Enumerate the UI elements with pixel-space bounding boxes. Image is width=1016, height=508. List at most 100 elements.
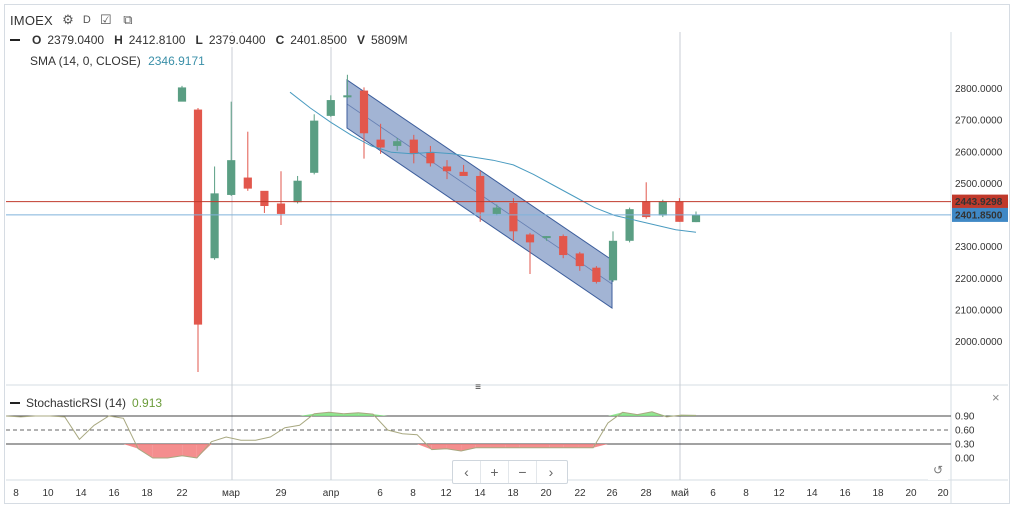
- time-axis-label: 8: [410, 488, 416, 499]
- price-axis-label: 2800.0000: [955, 84, 1003, 95]
- last-price-badge: [952, 207, 1008, 222]
- candle: [260, 190, 269, 213]
- stoch-oversold-fill: [461, 444, 476, 451]
- time-axis-label: 16: [108, 488, 120, 499]
- stoch-overbought-fill: [299, 413, 315, 416]
- candle-body: [476, 175, 485, 213]
- time-axis-label: 18: [507, 488, 519, 499]
- candle-body: [310, 120, 319, 173]
- upper-price-badge-text: 2443.9298: [955, 197, 1003, 208]
- candle-body: [691, 214, 701, 223]
- copy-icon[interactable]: ⧉: [123, 12, 133, 27]
- reset-chart-button[interactable]: ↺: [928, 460, 948, 480]
- stoch-legend[interactable]: StochasticRSI (14) 0.913: [10, 396, 162, 410]
- candle: [459, 164, 468, 176]
- open-value: 2379.0400: [47, 33, 105, 47]
- zoom-out-button[interactable]: −: [509, 461, 537, 483]
- zoom-in-button[interactable]: +: [481, 461, 509, 483]
- candle-body: [542, 236, 551, 239]
- stoch-axis-label: 0.30: [955, 440, 975, 451]
- stoch-oversold-fill: [578, 444, 594, 448]
- candle: [625, 207, 634, 243]
- candle: [691, 211, 701, 223]
- candle-body: [509, 202, 518, 232]
- collapse-icon[interactable]: [10, 39, 20, 41]
- last-price-badge-text: 2401.8500: [955, 210, 1003, 221]
- candle: [575, 251, 584, 271]
- candle: [326, 95, 335, 117]
- candle: [592, 266, 601, 284]
- sma-value: 2346.9171: [148, 54, 205, 68]
- collapse-icon[interactable]: [10, 402, 20, 404]
- timeframe-button[interactable]: D: [82, 14, 91, 26]
- time-axis-label: 29: [275, 488, 287, 499]
- candle-body: [326, 100, 335, 116]
- gear-icon[interactable]: ⚙: [62, 12, 74, 27]
- sma-legend[interactable]: SMA (14, 0, CLOSE) 2346.9171: [30, 54, 205, 68]
- chart-border: [4, 4, 1010, 504]
- candle-body: [592, 267, 601, 282]
- stoch-axis-label: 0.60: [955, 426, 975, 437]
- low-label: L: [195, 33, 203, 47]
- low-value: 2379.0400: [208, 33, 266, 47]
- candle-body: [459, 171, 468, 176]
- candle: [509, 198, 518, 241]
- scroll-left-button[interactable]: ‹: [453, 461, 481, 483]
- scroll-right-button[interactable]: ›: [548, 464, 554, 480]
- candle: [559, 234, 568, 259]
- price-axis-label: 2100.0000: [955, 305, 1003, 316]
- candle-body: [243, 177, 252, 189]
- candle: [393, 138, 402, 151]
- stoch-oversold-fill: [182, 444, 197, 458]
- candle: [525, 232, 535, 275]
- price-axis-label: 2000.0000: [955, 337, 1003, 348]
- symbol-label[interactable]: IMOEX: [10, 12, 53, 28]
- candle-body: [442, 166, 452, 172]
- candle: [476, 171, 485, 222]
- stoch-oversold-fill: [123, 444, 139, 449]
- time-axis-label: 14: [474, 488, 486, 499]
- candle-body: [393, 141, 402, 146]
- candle-body: [293, 180, 302, 203]
- candle: [293, 175, 302, 204]
- high-value: 2412.8100: [128, 33, 186, 47]
- price-axis-label: 2300.0000: [955, 242, 1003, 253]
- candle-body: [276, 203, 286, 214]
- stoch-oversold-fill: [593, 444, 608, 448]
- time-axis-label: 18: [872, 488, 884, 499]
- candle-body: [260, 190, 269, 207]
- time-axis-label: май: [671, 488, 689, 499]
- candle: [542, 236, 551, 241]
- time-axis-label: 22: [574, 488, 586, 499]
- stoch-axis-label: 0.00: [955, 454, 975, 465]
- time-axis-label: 20: [937, 488, 949, 499]
- price-axis-label: 2200.0000: [955, 274, 1003, 285]
- stoch-oversold-fill: [534, 444, 550, 448]
- stoch-oversold-fill: [505, 444, 520, 448]
- stoch-oversold-fill: [431, 444, 447, 450]
- price-axis-label: 2700.0000: [955, 116, 1003, 127]
- candle-body: [658, 201, 667, 216]
- stoch-overbought-fill: [314, 412, 329, 416]
- candle-body: [559, 236, 568, 256]
- time-axis-label: 26: [606, 488, 618, 499]
- close-icon[interactable]: ×: [992, 390, 1000, 405]
- stoch-oversold-fill: [563, 444, 579, 448]
- open-label: O: [32, 33, 42, 47]
- stoch-oversold-fill: [446, 444, 462, 451]
- time-axis-label: 8: [13, 488, 19, 499]
- volume-label: V: [356, 33, 365, 47]
- checkbox-icon[interactable]: ☑: [100, 12, 112, 27]
- candle-body: [343, 95, 352, 98]
- stoch-overbought-fill: [373, 414, 388, 416]
- candle: [310, 114, 319, 175]
- candle-body: [359, 90, 369, 134]
- price-axis-label: 2600.0000: [955, 147, 1003, 158]
- chart-toolbar: IMOEX ⚙ D ☑ ⧉: [10, 10, 135, 30]
- stoch-label: StochasticRSI (14): [26, 396, 127, 410]
- stoch-oversold-fill: [549, 444, 564, 448]
- candle: [343, 74, 352, 99]
- candle-body: [525, 234, 535, 243]
